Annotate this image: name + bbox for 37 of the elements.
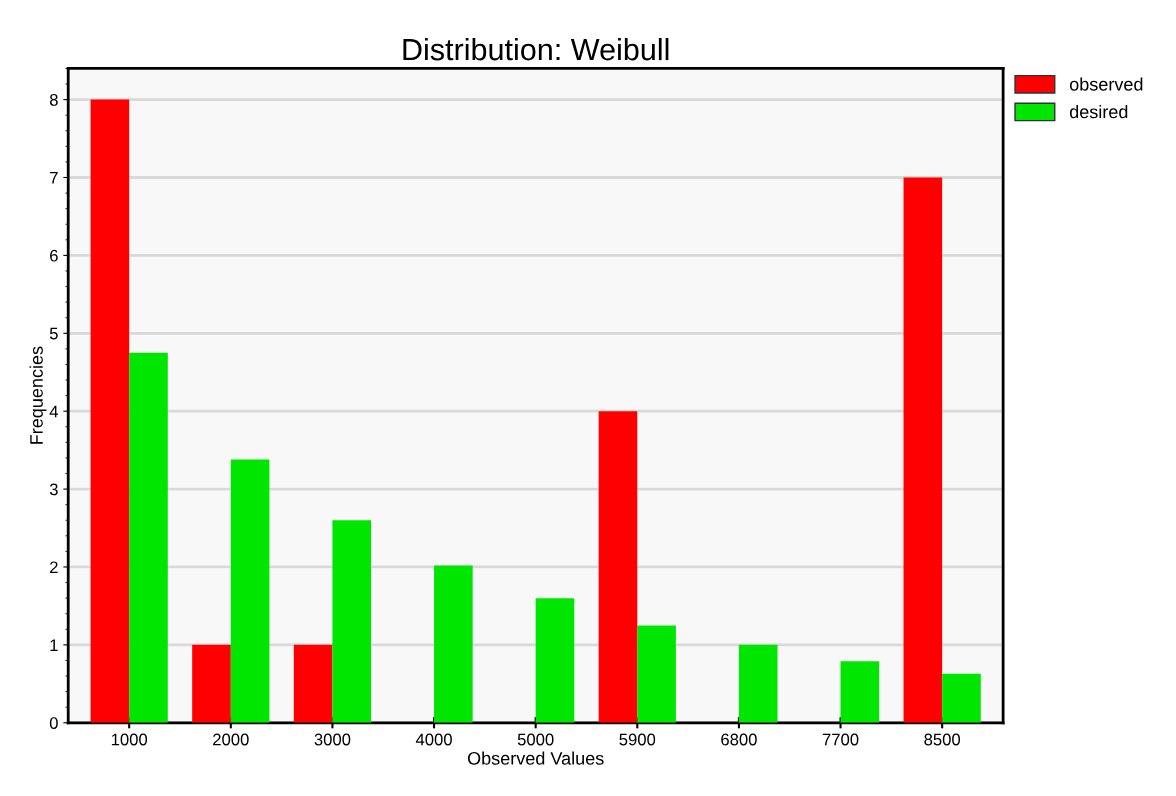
x-tick-label: 7700 [822, 733, 859, 746]
x-tick-label: 6800 [721, 733, 757, 746]
x-tick-label: 5000 [517, 733, 554, 746]
bar [535, 598, 575, 723]
bar [129, 352, 168, 723]
y-tick-label: 0 [49, 717, 58, 729]
bar [192, 644, 231, 723]
legend-label: desired [1069, 104, 1128, 119]
bar [434, 565, 473, 723]
bar [942, 673, 981, 723]
bar [637, 625, 676, 723]
bar [230, 459, 270, 723]
x-tick-label: 8500 [924, 733, 961, 746]
bar [90, 99, 130, 723]
y-tick-label: 8 [49, 94, 58, 106]
x-tick-label: 1000 [111, 733, 148, 746]
legend-label: observed [1069, 77, 1143, 91]
y-tick-label: 4 [49, 405, 58, 418]
x-axis-title: Observed Values [467, 751, 604, 765]
bar [840, 661, 880, 723]
x-tick-label: 4000 [415, 733, 452, 746]
bar [738, 644, 778, 723]
y-axis-title: Frequencies [29, 346, 47, 444]
bar [293, 644, 333, 723]
y-tick-label: 1 [50, 639, 58, 651]
x-tick-label: 5900 [619, 733, 656, 746]
y-tick-label: 7 [50, 172, 58, 184]
y-tick-label: 6 [50, 249, 58, 262]
chart-title: Distribution: Weibull [403, 37, 669, 61]
y-tick-label: 5 [49, 327, 58, 340]
x-tick-label: 2000 [213, 733, 249, 746]
y-tick-label: 2 [50, 561, 58, 574]
bar [332, 520, 372, 723]
y-tick-label: 3 [49, 483, 58, 496]
x-tick-label: 3000 [314, 733, 351, 746]
bar [598, 411, 638, 723]
bar [903, 177, 943, 723]
